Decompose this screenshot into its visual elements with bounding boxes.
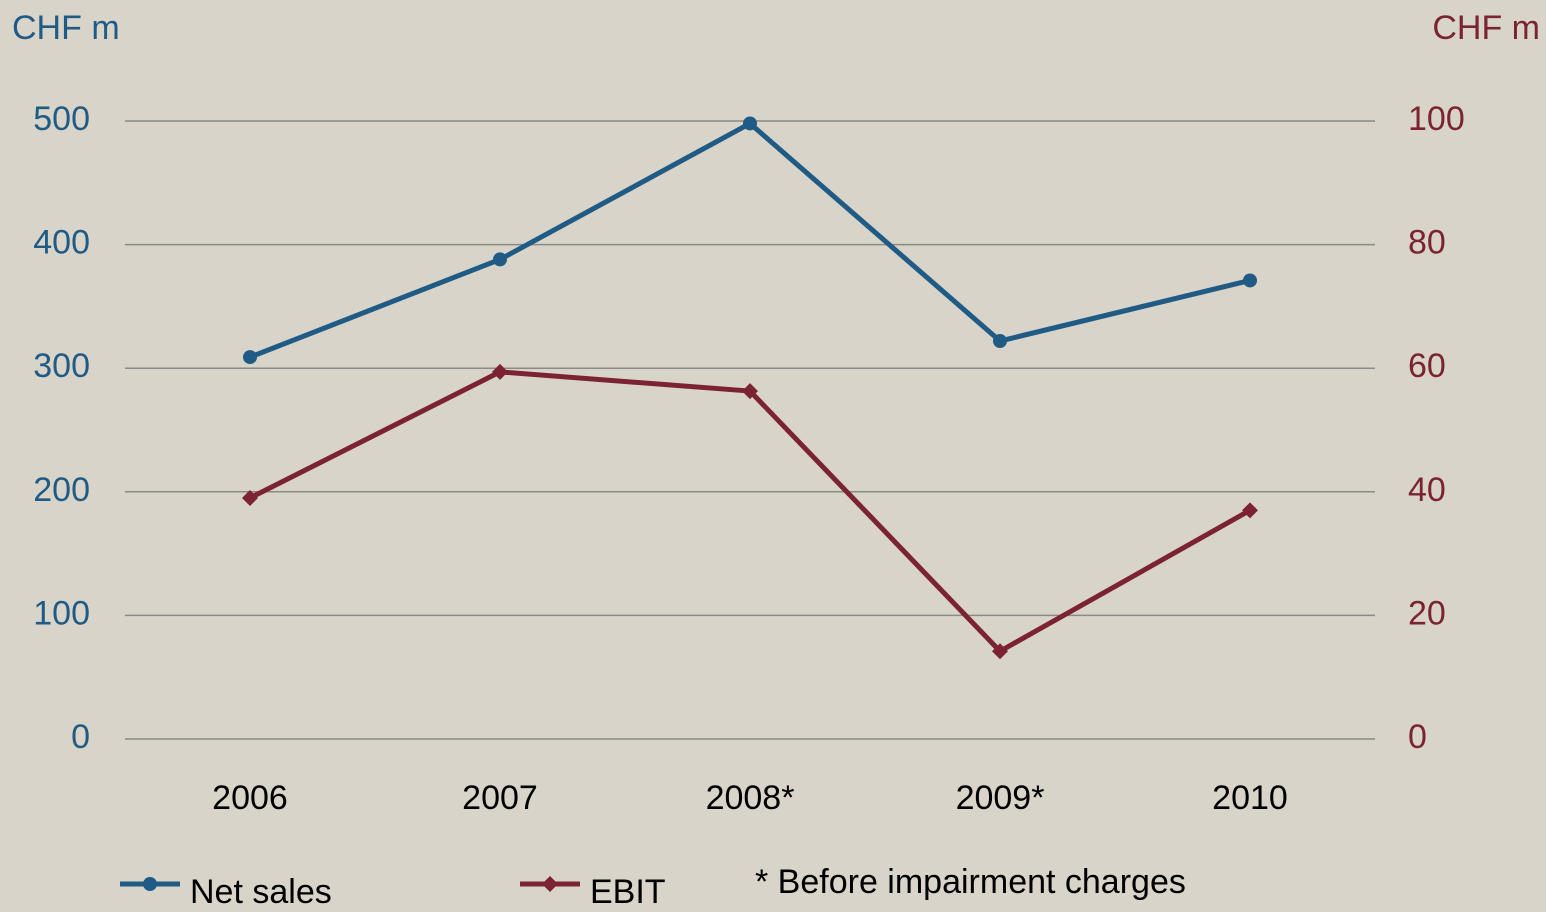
y-tick-label: 300 bbox=[33, 347, 90, 385]
data-point bbox=[493, 252, 507, 267]
y-tick-label: 200 bbox=[33, 471, 90, 509]
data-point bbox=[742, 383, 758, 400]
y2-tick-label: 60 bbox=[1408, 347, 1446, 385]
legend-label: EBIT bbox=[590, 873, 666, 911]
x-tick-label: 2006 bbox=[212, 779, 288, 817]
data-point bbox=[243, 350, 257, 365]
y-tick-label: 400 bbox=[33, 224, 90, 262]
data-point bbox=[492, 363, 508, 380]
x-tick-label: 2009* bbox=[956, 779, 1045, 817]
y-tick-label: 0 bbox=[71, 718, 90, 756]
y-axis-label: CHF m bbox=[12, 9, 120, 47]
data-point bbox=[992, 643, 1008, 660]
annotation: * Before impairment charges bbox=[755, 863, 1186, 901]
y2-axis-label: CHF m bbox=[1432, 9, 1540, 47]
legend-marker bbox=[542, 876, 558, 892]
data-point bbox=[993, 334, 1007, 349]
y2-tick-label: 80 bbox=[1408, 224, 1446, 262]
legend-label: Net sales bbox=[190, 873, 332, 911]
data-point bbox=[1242, 502, 1258, 519]
y-tick-label: 100 bbox=[33, 594, 90, 632]
x-tick-label: 2008* bbox=[706, 779, 795, 817]
data-point bbox=[1243, 273, 1257, 288]
x-tick-label: 2007 bbox=[462, 779, 538, 817]
y2-tick-label: 100 bbox=[1408, 100, 1465, 138]
legend-marker bbox=[143, 877, 157, 891]
data-point bbox=[743, 116, 757, 131]
y-tick-label: 500 bbox=[33, 100, 90, 138]
y2-tick-label: 0 bbox=[1408, 718, 1427, 756]
y2-tick-label: 20 bbox=[1408, 594, 1446, 632]
x-tick-label: 2010 bbox=[1212, 779, 1288, 817]
data-point bbox=[242, 489, 258, 506]
y2-tick-label: 40 bbox=[1408, 471, 1446, 509]
